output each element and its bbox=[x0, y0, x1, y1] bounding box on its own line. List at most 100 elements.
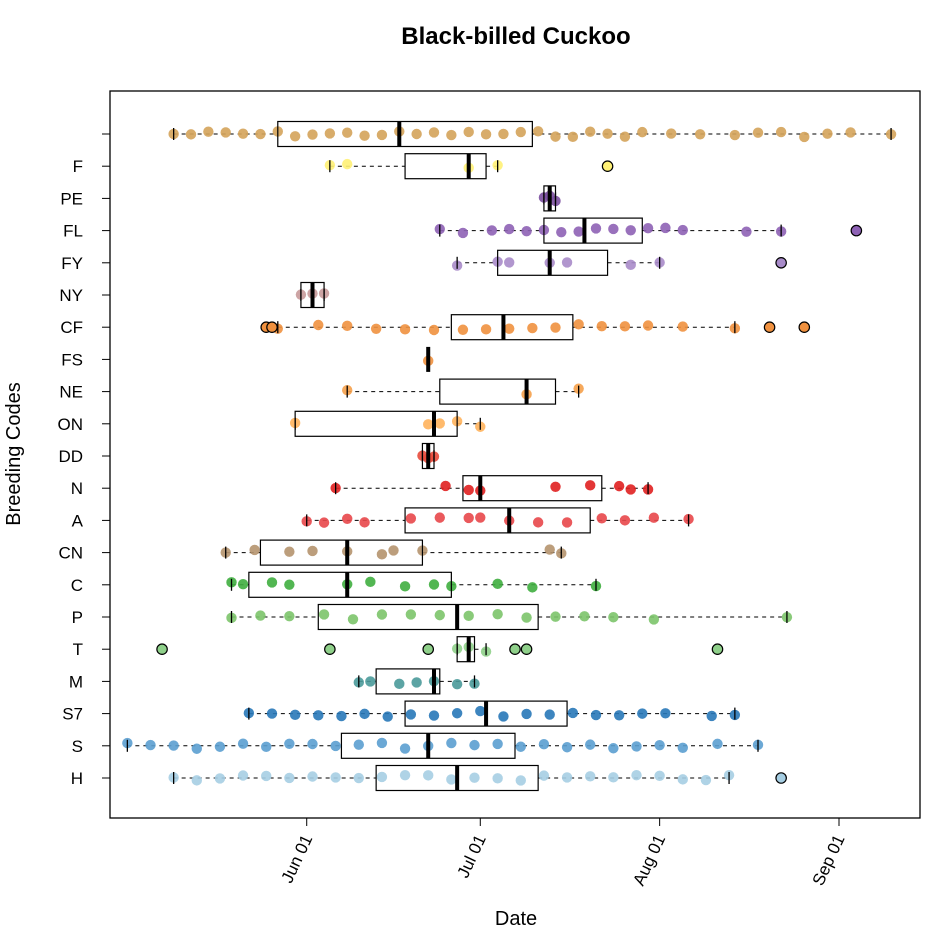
y-tick-label: ON bbox=[58, 415, 84, 434]
data-point bbox=[741, 226, 752, 237]
data-point bbox=[654, 770, 665, 781]
data-point bbox=[515, 741, 526, 752]
data-point bbox=[220, 127, 231, 138]
box-iqr bbox=[277, 120, 533, 148]
data-point bbox=[237, 738, 249, 749]
category-group-s7 bbox=[243, 700, 741, 727]
data-point bbox=[313, 710, 324, 721]
category-group-fy bbox=[451, 249, 787, 276]
data-point bbox=[446, 129, 457, 141]
data-point bbox=[376, 737, 388, 749]
data-point bbox=[556, 226, 567, 238]
data-point bbox=[342, 513, 353, 524]
data-point bbox=[434, 512, 445, 523]
data-point bbox=[261, 741, 272, 753]
y-tick-label: M bbox=[69, 672, 83, 691]
data-point bbox=[376, 609, 388, 620]
data-point bbox=[318, 609, 330, 620]
data-point bbox=[660, 222, 671, 234]
data-point bbox=[799, 131, 810, 143]
data-point bbox=[451, 708, 463, 719]
data-point bbox=[694, 129, 706, 140]
category-group-h bbox=[168, 764, 787, 792]
y-tick-label: S7 bbox=[62, 705, 83, 724]
data-point bbox=[677, 321, 688, 332]
data-point bbox=[307, 545, 318, 557]
data-point bbox=[527, 322, 538, 334]
data-point bbox=[463, 484, 474, 496]
data-point bbox=[648, 512, 660, 523]
data-point bbox=[544, 709, 555, 720]
data-point bbox=[585, 126, 596, 137]
data-point bbox=[590, 223, 602, 234]
data-point bbox=[191, 743, 202, 754]
data-point bbox=[359, 130, 370, 141]
data-point bbox=[457, 227, 469, 239]
data-point bbox=[405, 709, 417, 720]
category-group-m bbox=[353, 668, 480, 695]
outlier-point bbox=[324, 643, 336, 655]
box-iqr bbox=[259, 539, 424, 566]
category-group-pe bbox=[538, 185, 561, 212]
data-point bbox=[625, 225, 636, 236]
data-point bbox=[585, 480, 596, 491]
data-point bbox=[451, 679, 463, 690]
data-point bbox=[585, 739, 596, 750]
data-point bbox=[550, 481, 561, 492]
data-point bbox=[284, 610, 295, 622]
data-point bbox=[480, 324, 492, 335]
x-tick-label: Aug 01 bbox=[629, 832, 669, 889]
data-point bbox=[168, 740, 179, 751]
data-point bbox=[590, 709, 602, 721]
data-point bbox=[336, 710, 347, 722]
y-tick-label: FS bbox=[61, 350, 83, 369]
outlier-point bbox=[422, 643, 435, 655]
data-point bbox=[342, 320, 353, 332]
data-point bbox=[405, 609, 417, 620]
data-point bbox=[775, 126, 787, 138]
data-point bbox=[399, 743, 411, 754]
data-point bbox=[266, 577, 278, 588]
data-point bbox=[567, 131, 579, 143]
data-point bbox=[423, 419, 434, 430]
data-point bbox=[376, 771, 388, 783]
data-point bbox=[561, 772, 573, 783]
data-point bbox=[625, 484, 636, 495]
category-group-a bbox=[301, 507, 694, 534]
y-tick-label: NE bbox=[59, 383, 83, 402]
data-point bbox=[550, 322, 561, 333]
data-point bbox=[330, 740, 341, 752]
data-point bbox=[631, 741, 642, 752]
data-point bbox=[573, 319, 584, 330]
data-point bbox=[666, 128, 677, 139]
outlier-point bbox=[266, 321, 278, 333]
data-point bbox=[185, 129, 197, 140]
data-point bbox=[145, 739, 156, 751]
data-point bbox=[648, 614, 660, 625]
data-point bbox=[434, 609, 445, 621]
data-point bbox=[504, 323, 515, 334]
data-point bbox=[504, 257, 515, 268]
box-iqr bbox=[375, 668, 441, 695]
data-point bbox=[423, 770, 434, 781]
data-point bbox=[353, 772, 364, 784]
data-point bbox=[249, 544, 260, 556]
data-point bbox=[394, 678, 405, 690]
category-group-f bbox=[324, 153, 614, 180]
y-tick-label: F bbox=[73, 157, 83, 176]
category-group-n bbox=[330, 475, 654, 502]
data-point bbox=[475, 512, 486, 523]
data-point bbox=[637, 708, 648, 719]
data-point bbox=[532, 126, 544, 137]
data-point bbox=[486, 225, 498, 236]
data-point bbox=[677, 774, 688, 785]
y-tick-label: A bbox=[72, 511, 84, 530]
data-point bbox=[585, 771, 596, 782]
category-group-t bbox=[156, 636, 724, 663]
data-point bbox=[492, 773, 503, 784]
y-tick-label: H bbox=[71, 769, 83, 788]
outlier-point bbox=[850, 224, 863, 237]
data-point bbox=[382, 711, 393, 722]
box-iqr bbox=[439, 378, 557, 405]
